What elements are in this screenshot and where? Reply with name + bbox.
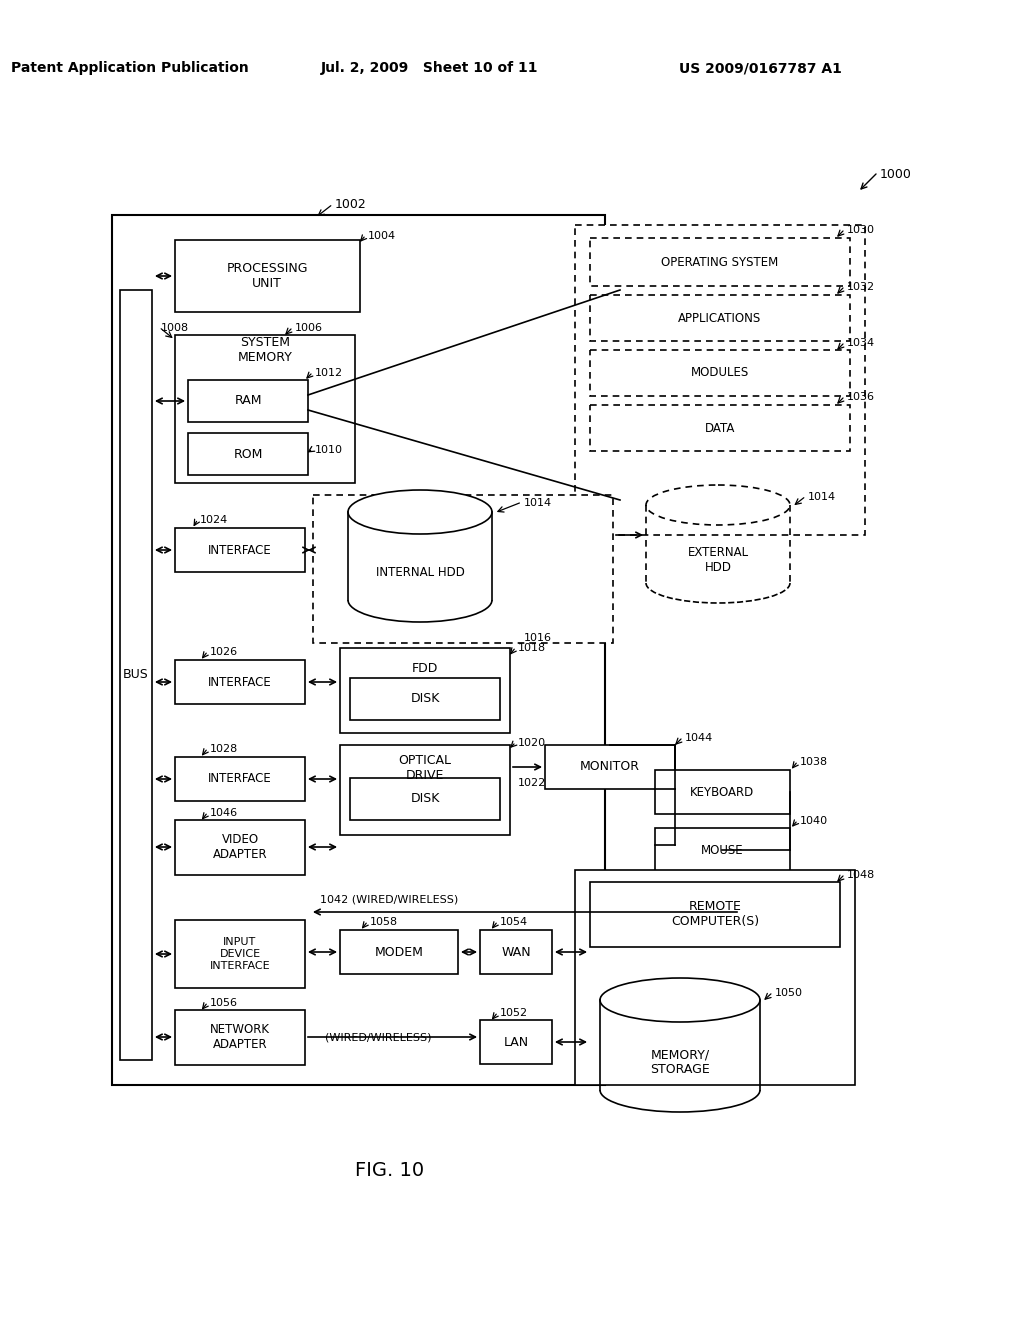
Text: 1050: 1050	[775, 987, 803, 998]
Text: 1022: 1022	[518, 777, 546, 788]
Text: INTERFACE: INTERFACE	[208, 676, 272, 689]
Text: OPERATING SYSTEM: OPERATING SYSTEM	[662, 256, 778, 268]
Text: 1000: 1000	[880, 169, 912, 181]
Bar	[188, 433, 308, 475]
Text: 1018: 1018	[518, 643, 546, 653]
Text: Patent Application Publication: Patent Application Publication	[11, 61, 249, 75]
Bar	[313, 495, 613, 643]
Text: (WIRED/WIRELESS): (WIRED/WIRELESS)	[325, 1032, 431, 1041]
Text: 1038: 1038	[800, 756, 828, 767]
Text: 1008: 1008	[161, 323, 189, 333]
Text: 1010: 1010	[315, 445, 343, 455]
Text: 1036: 1036	[847, 392, 874, 403]
Text: APPLICATIONS: APPLICATIONS	[678, 312, 762, 325]
Text: 1032: 1032	[847, 282, 876, 292]
Text: 1014: 1014	[524, 498, 552, 508]
Text: 1052: 1052	[500, 1008, 528, 1018]
Text: 1040: 1040	[800, 816, 828, 826]
Text: 1016: 1016	[524, 634, 552, 643]
Text: VIDEO
ADAPTER: VIDEO ADAPTER	[213, 833, 267, 861]
Ellipse shape	[600, 978, 760, 1022]
Text: INTERFACE: INTERFACE	[208, 772, 272, 785]
Ellipse shape	[646, 484, 790, 525]
Bar	[175, 528, 305, 572]
Text: 1026: 1026	[210, 647, 239, 657]
Text: 1024: 1024	[200, 515, 228, 525]
Bar	[120, 290, 152, 1060]
Text: 1014: 1014	[808, 492, 837, 502]
Text: 1002: 1002	[335, 198, 367, 211]
Bar	[590, 238, 850, 286]
Bar	[545, 744, 675, 789]
Text: ROM: ROM	[233, 447, 263, 461]
Text: US 2009/0167787 A1: US 2009/0167787 A1	[679, 61, 842, 75]
Text: DATA: DATA	[705, 421, 735, 434]
Text: KEYBOARD: KEYBOARD	[690, 785, 754, 799]
Bar	[175, 920, 305, 987]
Text: MODULES: MODULES	[691, 367, 750, 380]
Bar	[575, 870, 855, 1085]
Text: INTERFACE: INTERFACE	[208, 544, 272, 557]
Text: NETWORK
ADAPTER: NETWORK ADAPTER	[210, 1023, 270, 1051]
Bar	[575, 224, 865, 535]
Text: FIG. 10: FIG. 10	[355, 1160, 425, 1180]
Text: MODEM: MODEM	[375, 945, 424, 958]
Bar	[480, 931, 552, 974]
Text: OPTICAL
DRIVE: OPTICAL DRIVE	[398, 754, 452, 781]
Text: 1056: 1056	[210, 998, 238, 1008]
Bar	[175, 335, 355, 483]
Text: 1044: 1044	[685, 733, 714, 743]
Bar	[340, 648, 510, 733]
Bar	[175, 820, 305, 875]
Text: 1020: 1020	[518, 738, 546, 748]
Text: 1042 (WIRED/WIRELESS): 1042 (WIRED/WIRELESS)	[319, 895, 459, 906]
Bar	[480, 1020, 552, 1064]
Text: EXTERNAL
HDD: EXTERNAL HDD	[687, 546, 749, 574]
Bar	[590, 405, 850, 451]
Text: 1048: 1048	[847, 870, 876, 880]
Bar	[188, 380, 308, 422]
Bar	[350, 777, 500, 820]
Bar	[340, 931, 458, 974]
Text: LAN: LAN	[504, 1035, 528, 1048]
Bar	[175, 1010, 305, 1065]
Text: SYSTEM
MEMORY: SYSTEM MEMORY	[238, 337, 293, 364]
Bar	[175, 756, 305, 801]
Bar	[112, 215, 605, 1085]
Text: Jul. 2, 2009   Sheet 10 of 11: Jul. 2, 2009 Sheet 10 of 11	[322, 61, 539, 75]
Bar	[590, 882, 840, 946]
Text: 1006: 1006	[295, 323, 323, 333]
Text: DISK: DISK	[411, 792, 439, 805]
Bar	[350, 678, 500, 719]
Text: BUS: BUS	[123, 668, 148, 681]
Text: 1046: 1046	[210, 808, 239, 818]
Ellipse shape	[348, 490, 492, 535]
Bar	[175, 660, 305, 704]
Text: 1004: 1004	[368, 231, 396, 242]
Text: PROCESSING
UNIT: PROCESSING UNIT	[226, 261, 308, 290]
Text: REMOTE
COMPUTER(S): REMOTE COMPUTER(S)	[671, 900, 759, 928]
Text: MEMORY/
STORAGE: MEMORY/ STORAGE	[650, 1048, 710, 1076]
Text: MONITOR: MONITOR	[580, 760, 640, 774]
Text: 1030: 1030	[847, 224, 874, 235]
Text: 1034: 1034	[847, 338, 876, 348]
Text: FDD: FDD	[412, 661, 438, 675]
Bar	[590, 350, 850, 396]
Text: INTERNAL HDD: INTERNAL HDD	[376, 565, 465, 578]
Text: 1028: 1028	[210, 744, 239, 754]
Text: 1054: 1054	[500, 917, 528, 927]
Bar	[655, 828, 790, 873]
Text: MOUSE: MOUSE	[700, 843, 743, 857]
Bar	[590, 294, 850, 341]
Bar	[175, 240, 360, 312]
Bar	[655, 770, 790, 814]
Text: 1012: 1012	[315, 368, 343, 378]
Text: 1058: 1058	[370, 917, 398, 927]
Text: RAM: RAM	[234, 395, 262, 408]
Text: DISK: DISK	[411, 693, 439, 705]
Text: WAN: WAN	[501, 945, 530, 958]
Bar	[340, 744, 510, 836]
Text: INPUT
DEVICE
INTERFACE: INPUT DEVICE INTERFACE	[210, 937, 270, 970]
